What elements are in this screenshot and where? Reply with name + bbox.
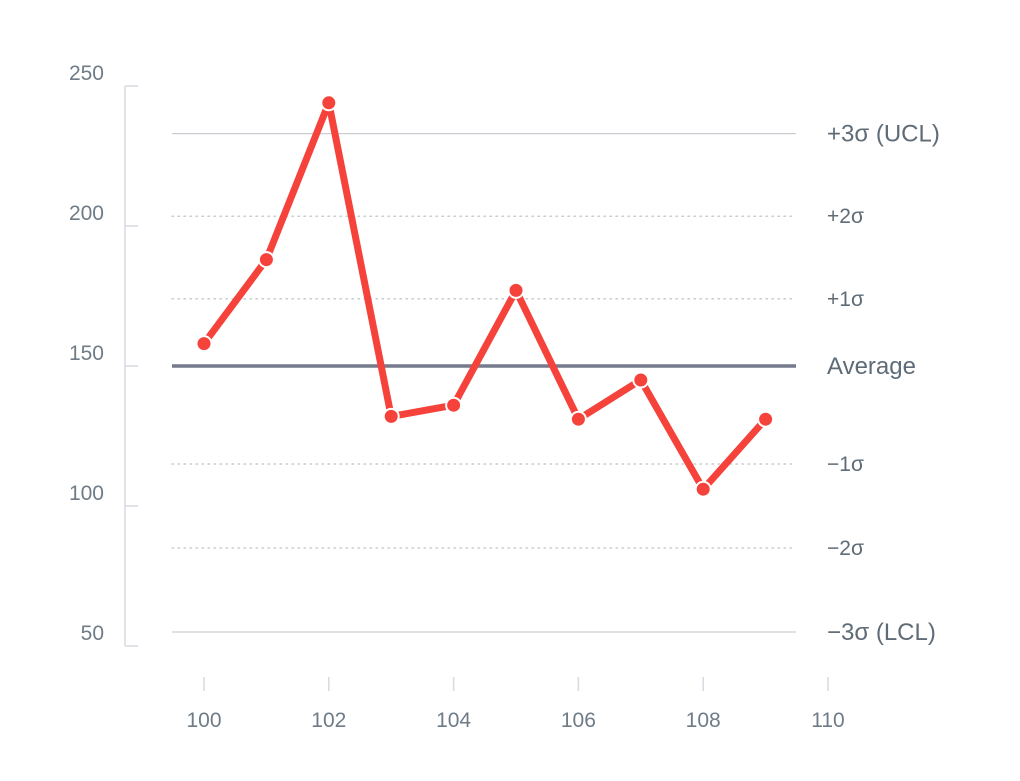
control-line-label-5: −1σ [827, 453, 864, 476]
data-point[interactable] [569, 410, 587, 428]
x-tick-label: 104 [436, 709, 471, 732]
y-tick-label: 100 [69, 482, 104, 505]
data-point[interactable] [694, 480, 712, 498]
x-axis-ticks: 100 102 104 106 108 110 [186, 677, 845, 732]
data-point[interactable] [757, 410, 775, 428]
data-point[interactable] [632, 371, 650, 389]
data-point[interactable] [507, 281, 525, 299]
data-point[interactable] [382, 407, 400, 425]
series [195, 94, 775, 498]
y-tick-label: 50 [81, 622, 104, 645]
control-line-labels: +3σ (UCL) +2σ +1σ Average −1σ −2σ −3σ (LCL) [827, 121, 940, 646]
x-tick-label: 102 [311, 709, 346, 732]
control-line-label-1: +3σ (UCL) [827, 121, 940, 148]
data-point[interactable] [195, 335, 213, 353]
control-line-label-2: +2σ [827, 205, 864, 228]
y-axis-ticks: 50 100 150 200 250 [69, 62, 138, 647]
data-point[interactable] [257, 251, 275, 269]
y-tick-label: 150 [69, 342, 104, 365]
x-tick-label: 106 [561, 709, 596, 732]
x-tick-label: 110 [811, 709, 844, 732]
data-point[interactable] [320, 94, 338, 112]
control-line-label-6: −2σ [827, 537, 864, 560]
x-tick-label: 100 [186, 709, 221, 732]
y-tick-label: 200 [69, 202, 104, 225]
series-line [200, 99, 770, 493]
y-tick-label: 250 [69, 62, 104, 85]
x-tick-label: 108 [686, 709, 721, 732]
control-line-label-4: Average [827, 353, 916, 380]
data-point[interactable] [445, 396, 463, 414]
control-line-label-7: −3σ (LCL) [827, 619, 936, 646]
control-line-label-3: +1σ [827, 288, 864, 311]
control-lines [171, 133, 797, 633]
